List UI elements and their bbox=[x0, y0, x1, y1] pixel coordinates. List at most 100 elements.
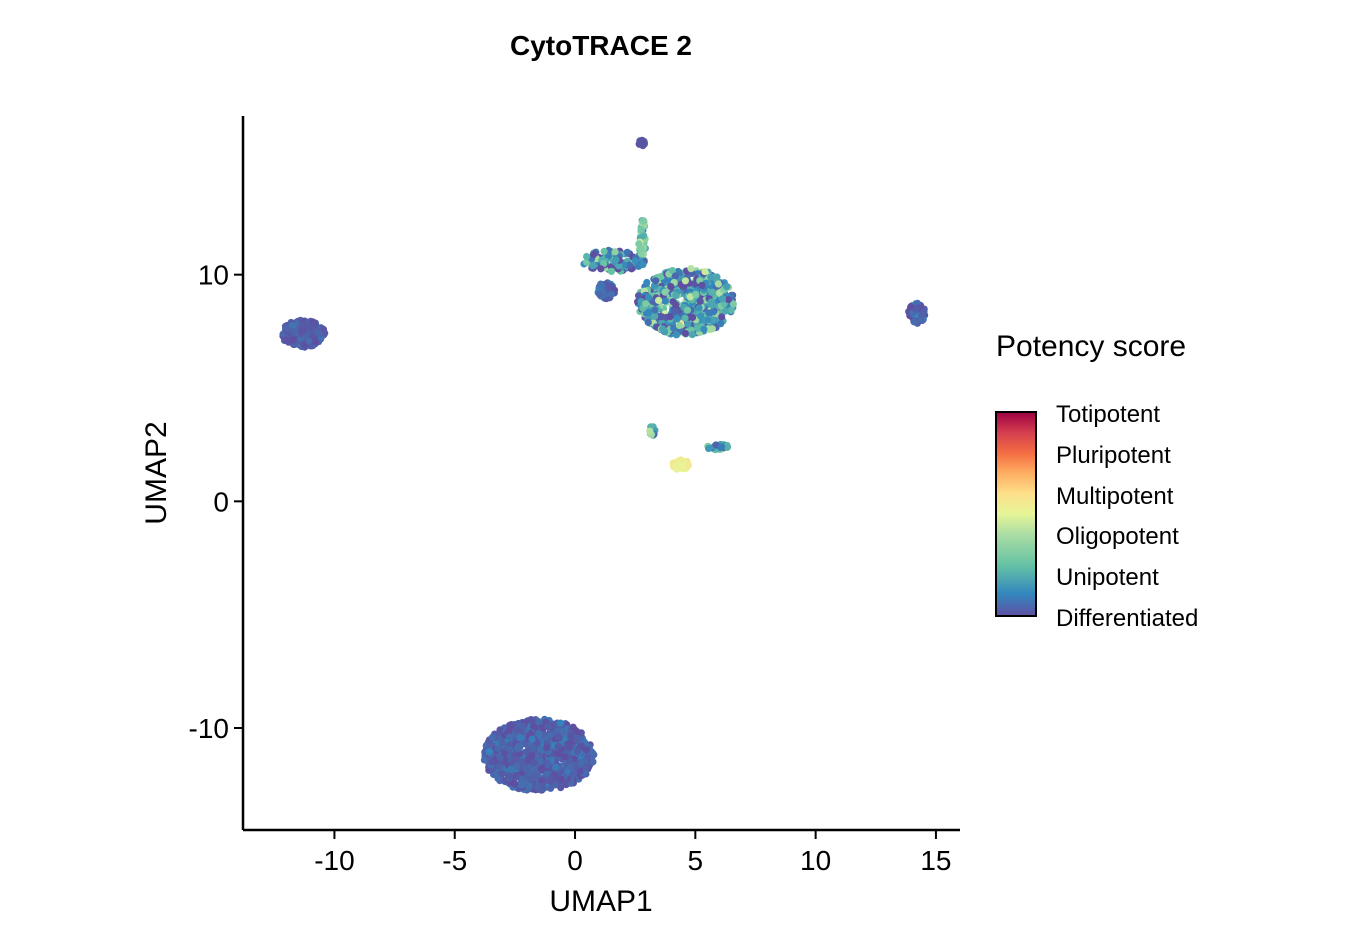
x-tick-label: 0 bbox=[567, 845, 583, 876]
data-point bbox=[305, 337, 313, 345]
data-point bbox=[644, 318, 652, 326]
data-point bbox=[530, 722, 538, 731]
data-point bbox=[643, 278, 651, 287]
data-point bbox=[678, 464, 686, 473]
data-point bbox=[514, 744, 522, 752]
data-point bbox=[299, 327, 307, 335]
data-point bbox=[321, 329, 329, 337]
data-point bbox=[639, 217, 647, 225]
data-point bbox=[721, 307, 730, 315]
data-point bbox=[582, 746, 591, 754]
data-point bbox=[600, 260, 608, 268]
data-point bbox=[600, 247, 608, 255]
data-point bbox=[282, 336, 290, 344]
data-point bbox=[522, 780, 530, 788]
data-point bbox=[666, 313, 674, 321]
data-point bbox=[696, 297, 704, 305]
data-point bbox=[668, 267, 677, 275]
data-point bbox=[577, 742, 585, 750]
data-point bbox=[511, 780, 519, 788]
data-point bbox=[289, 321, 297, 329]
data-point bbox=[683, 306, 692, 314]
x-ticks: -10 -5 0 5 10 15 bbox=[314, 830, 952, 876]
data-point bbox=[597, 265, 605, 273]
data-point bbox=[642, 300, 650, 308]
data-point bbox=[564, 742, 572, 751]
data-point bbox=[673, 315, 681, 323]
data-point bbox=[709, 288, 717, 296]
data-point bbox=[539, 783, 547, 791]
data-point bbox=[283, 325, 291, 333]
data-point bbox=[672, 292, 680, 300]
data-point bbox=[537, 745, 545, 754]
data-point bbox=[289, 336, 297, 344]
data-point bbox=[651, 312, 659, 320]
data-point bbox=[646, 427, 654, 435]
data-point bbox=[638, 136, 646, 144]
data-point bbox=[623, 248, 631, 256]
legend-title: Potency score bbox=[996, 330, 1186, 363]
data-point bbox=[506, 733, 514, 741]
chart-title: CytoTRACE 2 bbox=[510, 30, 692, 61]
data-point bbox=[677, 456, 685, 464]
data-point bbox=[698, 281, 706, 289]
data-point bbox=[611, 248, 619, 256]
data-point bbox=[552, 763, 560, 771]
data-point bbox=[589, 262, 597, 270]
data-point bbox=[705, 444, 713, 453]
data-point bbox=[912, 306, 920, 314]
data-point bbox=[498, 739, 506, 747]
data-point bbox=[554, 742, 562, 751]
data-point bbox=[918, 310, 926, 318]
data-point bbox=[635, 240, 643, 248]
data-point bbox=[522, 765, 530, 773]
data-point bbox=[519, 722, 527, 730]
data-point bbox=[637, 226, 645, 234]
data-point bbox=[512, 726, 520, 734]
data-point bbox=[485, 748, 493, 756]
data-point bbox=[544, 723, 552, 731]
data-point bbox=[547, 776, 555, 784]
data-point bbox=[556, 719, 565, 727]
data-point bbox=[573, 728, 581, 736]
data-point bbox=[688, 331, 696, 339]
data-point bbox=[540, 730, 548, 738]
data-point bbox=[315, 330, 323, 338]
data-point bbox=[714, 280, 723, 288]
legend-label-totipotent: Totipotent bbox=[1056, 401, 1160, 428]
data-point bbox=[686, 293, 694, 301]
data-point bbox=[675, 321, 684, 330]
data-point bbox=[296, 335, 304, 343]
legend-label-oligopotent: Oligopotent bbox=[1056, 523, 1179, 550]
data-point bbox=[530, 772, 538, 780]
data-point bbox=[671, 272, 680, 280]
data-point bbox=[528, 735, 536, 743]
legend-labels: Totipotent Pluripotent Multipotent Oligo… bbox=[1056, 401, 1198, 632]
data-point bbox=[577, 759, 585, 768]
x-tick-label: 15 bbox=[920, 845, 951, 876]
data-point bbox=[507, 765, 515, 774]
data-point bbox=[569, 771, 577, 779]
data-point bbox=[495, 763, 503, 771]
data-point bbox=[543, 770, 551, 778]
data-point bbox=[608, 290, 616, 298]
data-point bbox=[528, 751, 536, 759]
x-tick-label: 10 bbox=[800, 845, 831, 876]
y-tick-label: -10 bbox=[189, 713, 229, 744]
scatter-points bbox=[279, 136, 929, 794]
data-point bbox=[644, 308, 653, 316]
data-point bbox=[603, 281, 611, 290]
data-point bbox=[615, 262, 623, 270]
data-point bbox=[573, 747, 582, 755]
data-point bbox=[910, 318, 918, 326]
data-point bbox=[488, 733, 496, 742]
data-point bbox=[537, 766, 545, 774]
data-point bbox=[708, 301, 716, 309]
data-point bbox=[637, 250, 646, 258]
data-point bbox=[557, 775, 565, 783]
data-point bbox=[535, 730, 543, 738]
data-point bbox=[669, 298, 677, 306]
data-point bbox=[717, 320, 725, 328]
data-point bbox=[607, 267, 616, 275]
